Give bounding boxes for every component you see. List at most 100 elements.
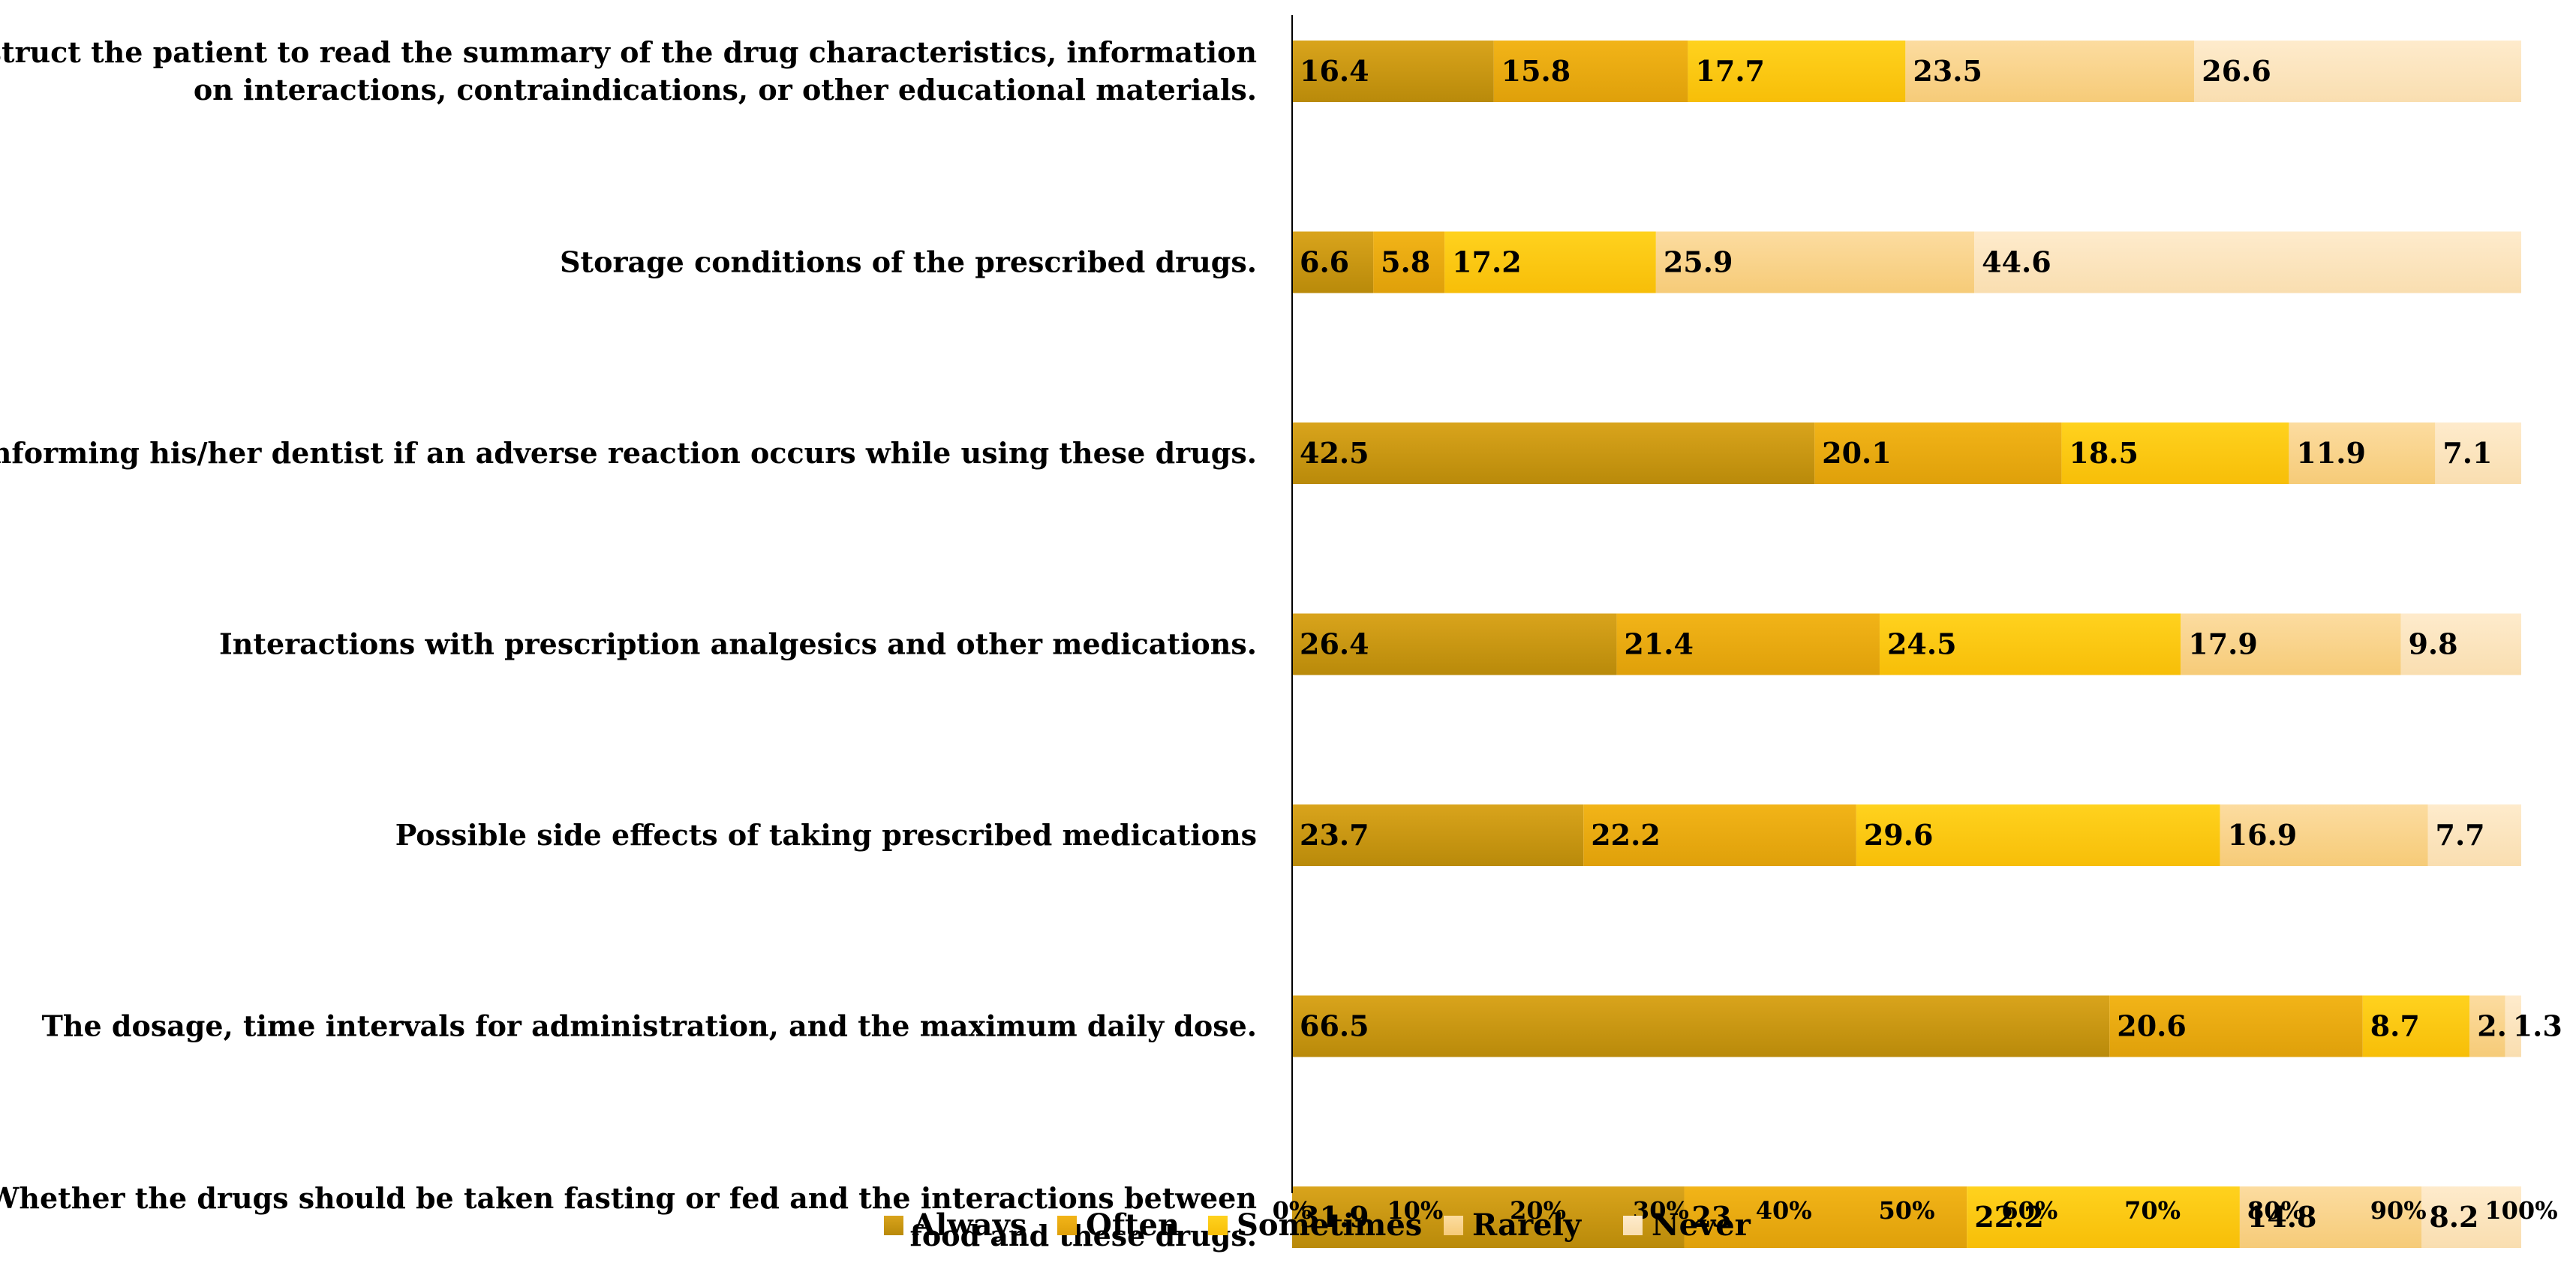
data-label: 26.4 <box>1300 627 1369 661</box>
x-tick-label: 70% <box>2124 1196 2181 1225</box>
bar-segment-always <box>1292 231 1374 293</box>
data-label: 1.3 <box>2513 1009 2562 1043</box>
data-label: 16.4 <box>1300 54 1369 88</box>
data-label: 8.7 <box>2370 1009 2420 1043</box>
data-label: 66.5 <box>1300 1009 1369 1043</box>
legend-label: Sometimes <box>1237 1207 1422 1243</box>
x-tick-label: 60% <box>2001 1196 2057 1225</box>
legend-label: Often <box>1086 1207 1180 1243</box>
bar-segment-sometimes <box>2061 422 2289 484</box>
bar-segment-rarely <box>2181 613 2401 675</box>
bar-segment-often <box>1373 231 1445 293</box>
data-label: 22.2 <box>1974 1200 2044 1234</box>
bars-layer: 16.4 15.8 17.7 23.5 26.6 6.6 5.8 17.2 25.9 44.6 42… <box>1292 41 2562 1248</box>
bar-segment-often <box>1814 422 2062 484</box>
legend-swatch <box>1444 1216 1463 1235</box>
legend-item-never: Never <box>1623 1207 1751 1243</box>
bar-segment-often <box>1583 804 1856 866</box>
bar-segment-never <box>2400 613 2521 675</box>
category-label: Whether the drugs should be taken fastin… <box>0 1181 1257 1252</box>
category-label: Informing his/her dentist if an adverse … <box>0 436 1257 470</box>
bar-segment-often <box>1616 613 1880 675</box>
category-label-line: Instruct the patient to read the summary… <box>0 35 1257 69</box>
legend-swatch <box>1208 1216 1228 1235</box>
data-label: 42.5 <box>1300 436 1369 470</box>
bar-segment-rarely <box>2469 995 2505 1057</box>
bar-segment-sometimes <box>1688 41 1906 102</box>
bar-row: 31.9 23 22.2 14.8 8.2 <box>1292 1186 2521 1248</box>
legend-label: Rarely <box>1472 1207 1583 1243</box>
data-label: 26.6 <box>2202 54 2271 88</box>
bar-segment-often <box>1684 1186 1967 1248</box>
bar-segment-rarely <box>2220 804 2428 866</box>
bar-segment-often <box>1493 41 1688 102</box>
category-label-line: Interactions with prescription analgesic… <box>219 627 1257 661</box>
data-label: 20.6 <box>2117 1009 2187 1043</box>
legend-swatch <box>1623 1216 1643 1235</box>
bar-segment-sometimes <box>1444 231 1656 293</box>
bar-segment-always <box>1292 1186 1685 1248</box>
category-label-line: on interactions, contraindications, or o… <box>194 73 1257 107</box>
category-label-line: Informing his/her dentist if an adverse … <box>0 436 1257 470</box>
bar-segment-always <box>1292 422 1815 484</box>
x-tick-label: 0% <box>1273 1196 1312 1225</box>
data-label: 17.9 <box>2188 627 2258 661</box>
data-label: 7.1 <box>2442 436 2492 470</box>
bar-segment-rarely <box>2289 422 2436 484</box>
legend-item-always: Always <box>884 1207 1026 1243</box>
data-label: 18.5 <box>2069 436 2139 470</box>
bar-segment-rarely <box>2239 1186 2422 1248</box>
data-label: 20.1 <box>1822 436 1892 470</box>
data-label: 25.9 <box>1664 245 1733 279</box>
bar-segment-never <box>2505 995 2521 1057</box>
bar-row: 23.7 22.2 29.6 16.9 7.7 <box>1292 804 2521 866</box>
legend-item-often: Often <box>1057 1207 1180 1243</box>
x-tick-label: 90% <box>2370 1196 2427 1225</box>
x-tick-label: 10% <box>1387 1196 1443 1225</box>
data-label: 14.8 <box>2247 1200 2317 1234</box>
x-tick-label: 20% <box>1510 1196 1566 1225</box>
legend-label: Always <box>912 1207 1026 1243</box>
data-label: 21.4 <box>1624 627 1694 661</box>
x-tick-label: 80% <box>2247 1196 2304 1225</box>
x-tick-label: 50% <box>1879 1196 1935 1225</box>
bar-segment-always <box>1292 613 1617 675</box>
bar-segment-sometimes <box>2362 995 2470 1057</box>
category-label: The dosage, time intervals for administr… <box>42 1009 1257 1043</box>
data-label: 9.8 <box>2408 627 2457 661</box>
category-label: Interactions with prescription analgesic… <box>219 627 1257 661</box>
data-label: 23 <box>1692 1200 1732 1234</box>
data-label: 17.2 <box>1452 245 1522 279</box>
category-label-line: Whether the drugs should be taken fastin… <box>0 1181 1257 1215</box>
data-label: 22.2 <box>1591 818 1661 852</box>
category-label-line: food and these drugs. <box>910 1219 1257 1252</box>
data-label: 23.7 <box>1300 818 1369 852</box>
data-label: 15.8 <box>1501 54 1571 88</box>
x-tick-label: 40% <box>1756 1196 1812 1225</box>
bar-segment-rarely <box>1905 41 2195 102</box>
category-label-line: Possible side effects of taking prescrib… <box>395 818 1257 852</box>
legend-item-rarely: Rarely <box>1444 1207 1583 1243</box>
bar-segment-sometimes <box>1856 804 2220 866</box>
data-label: 17.7 <box>1695 54 1765 88</box>
data-label: 24.5 <box>1887 627 1957 661</box>
data-label: 8.2 <box>2429 1200 2478 1234</box>
bar-row: 66.5 20.6 8.7 2.91.3 <box>1292 995 2562 1057</box>
data-label: 29.6 <box>1864 818 1934 852</box>
data-label: 11.9 <box>2296 436 2366 470</box>
x-tick-label: 100% <box>2484 1196 2557 1225</box>
data-label: 6.6 <box>1300 245 1349 279</box>
data-label: 23.5 <box>1913 54 1982 88</box>
legend-swatch <box>1057 1216 1077 1235</box>
bar-segment-sometimes <box>1967 1186 2240 1248</box>
bar-segment-always <box>1292 804 1584 866</box>
data-label: 5.8 <box>1381 245 1430 279</box>
data-label: 31.9 <box>1300 1200 1369 1234</box>
legend-swatch <box>884 1216 903 1235</box>
category-label: Storage conditions of the prescribed dru… <box>560 245 1257 279</box>
category-label-line: The dosage, time intervals for administr… <box>42 1009 1257 1043</box>
bar-row: 6.6 5.8 17.2 25.9 44.6 <box>1292 231 2521 293</box>
bar-segment-rarely <box>1655 231 1975 293</box>
bar-row: 42.5 20.1 18.5 11.9 7.1 <box>1292 422 2521 484</box>
